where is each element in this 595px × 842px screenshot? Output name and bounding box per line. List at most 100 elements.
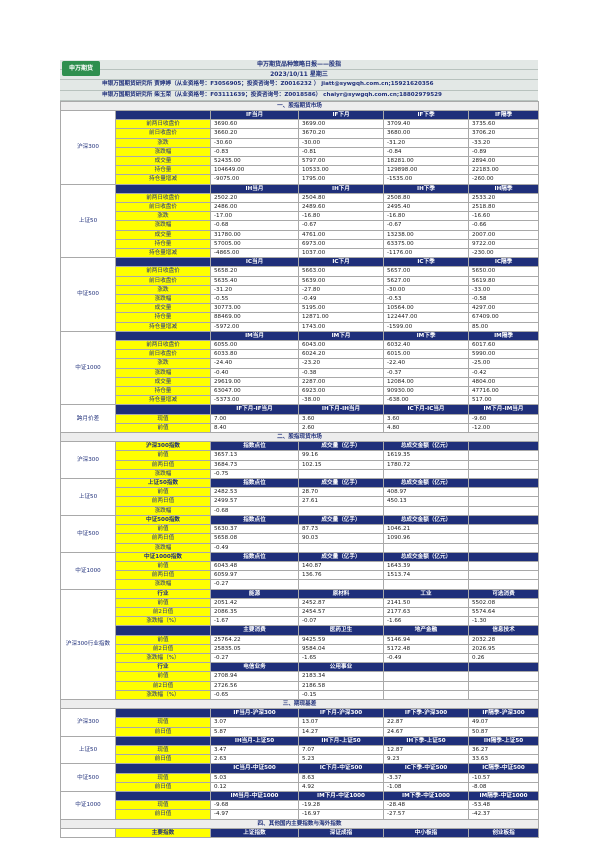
group-label: 沪深300	[60, 109, 116, 185]
cell	[467, 533, 540, 544]
cell: 4804.00	[467, 376, 540, 388]
cell: 3699.00	[298, 119, 384, 130]
header-row: 中证1000 中证1000指数 指数点位 成交量（亿手） 总成交金额（亿元）	[60, 551, 540, 590]
cell: -0.75	[210, 468, 299, 480]
row-label: 前两日收盘价	[115, 192, 211, 203]
cell: 3657.13	[210, 450, 299, 461]
row-label: 持仓量增减	[115, 247, 211, 259]
data-row: 成交量 52435.00 5797.00 18281.00 2894.00	[61, 155, 540, 167]
cell: -9075.00	[210, 174, 299, 185]
column-header: IF隔季-沪深300	[467, 708, 540, 719]
cell: -17.00	[210, 211, 299, 222]
row-label: 持仓量增减	[115, 321, 211, 332]
cell: -0.53	[383, 294, 469, 305]
cell: 5663.00	[298, 266, 384, 277]
cell: -30.00	[383, 284, 469, 296]
column-header: IM当月-中证1000	[210, 790, 299, 802]
cell: 5619.80	[467, 275, 540, 286]
cell: 517.00	[467, 395, 540, 406]
column-header: 深证成指	[298, 827, 384, 839]
cell: 88469.00	[210, 312, 299, 323]
column-header: 指数点位	[210, 441, 299, 452]
cell	[467, 570, 540, 581]
cell: 2504.80	[298, 192, 384, 203]
column-header: IH当月-上证50	[210, 735, 299, 746]
row-label: 涨跌	[115, 358, 211, 369]
cell: -19.28	[298, 800, 384, 811]
column-header	[467, 662, 540, 673]
cell: 5627.00	[383, 275, 469, 286]
cell: 129898.00	[383, 165, 469, 176]
row-label: 前日值	[115, 726, 211, 737]
cell	[467, 680, 540, 691]
column-header: IF下月	[298, 109, 384, 121]
row-label: 涨跌幅	[115, 468, 211, 480]
cell: 12084.00	[383, 376, 469, 388]
data-row: 涨跌幅 -0.68 -0.67 -0.67 -0.66	[61, 220, 540, 231]
cell: 5630.37	[210, 524, 299, 535]
row-label: 涨跌幅	[115, 579, 211, 590]
header-row: 主要消费 医药卫生 地产金融 信息技术	[61, 625, 540, 636]
section-title: 一、股指期货市场	[59, 100, 540, 111]
column-header: 总成交金额（亿元）	[383, 441, 469, 452]
cell: 136.76	[298, 570, 384, 581]
block-head	[115, 735, 211, 746]
column-header: IF下月-沪深300	[298, 708, 384, 719]
column-header: 成交量（亿手）	[298, 514, 384, 526]
cell: 6923.00	[298, 386, 384, 397]
column-header: IC下月	[298, 257, 384, 268]
cell: 3690.60	[210, 119, 299, 130]
data-row: 前值 2051.42 2452.87 2141.50 5502.08	[61, 597, 540, 608]
cell: -53.48	[467, 800, 540, 811]
cell: 5658.08	[210, 533, 299, 544]
column-header: IM下月-中证1000	[298, 790, 384, 802]
column-header: 工业	[383, 588, 469, 599]
cell: 1743.00	[298, 321, 384, 332]
block-head: 行业	[115, 588, 211, 599]
cell: 4.92	[298, 781, 384, 792]
cell: -1.67	[210, 616, 299, 627]
row-label: 现值	[115, 772, 211, 783]
cell: -16.60	[467, 211, 540, 222]
cell: -38.00	[298, 395, 384, 406]
row-label: 前两日值	[115, 533, 211, 544]
cell: 2141.50	[383, 597, 469, 608]
cell: 1780.72	[383, 459, 469, 470]
row-label: 涨跌	[115, 137, 211, 148]
cell: 5990.00	[467, 349, 540, 360]
cell: 6033.80	[210, 349, 299, 360]
cell: 8.40	[210, 422, 299, 434]
cell	[467, 524, 540, 535]
cell: -0.38	[298, 367, 384, 378]
cell: -24.40	[210, 358, 299, 369]
cell: 2489.60	[298, 201, 384, 213]
column-header: 上证指数	[210, 827, 299, 839]
data-row: 前日收盘价 5635.40 5639.00 5627.00 5619.80	[61, 275, 540, 286]
row-label: 前值	[115, 487, 211, 498]
cell: -33.00	[467, 284, 540, 296]
row-label: 前2日值	[115, 606, 211, 618]
row-label: 前日值	[115, 781, 211, 792]
block-head: 中证1000指数	[115, 551, 211, 562]
section-row: 二、股指现货市场	[59, 432, 540, 443]
column-header: 中小板指	[383, 827, 469, 839]
cell: 47716.00	[467, 386, 540, 397]
cell: 8.63	[298, 772, 384, 783]
column-header: IC下季-中证500	[383, 763, 469, 774]
cell: 2726.56	[210, 680, 299, 691]
row-label: 前值	[115, 450, 211, 461]
data-row: 前两日收盘价 6055.00 6043.00 6032.40 6017.60	[61, 340, 540, 351]
row-label: 前日收盘价	[115, 275, 211, 286]
column-header: 能源	[210, 588, 299, 599]
cell: -638.00	[383, 395, 469, 406]
column-header: IM下月	[298, 330, 384, 342]
cell: 7.00	[210, 413, 299, 424]
row-label: 涨跌	[115, 211, 211, 222]
cell	[467, 487, 540, 498]
group-label: 上证50	[60, 478, 116, 516]
header-row: 上证50 IH当月-上证50 IH下月-上证50 IH下季-上证50 IH隔季-上证50	[60, 735, 540, 765]
cell: -1599.00	[383, 321, 469, 332]
block-head	[115, 708, 211, 719]
column-header	[467, 551, 540, 562]
row-label: 前日值	[115, 754, 211, 765]
